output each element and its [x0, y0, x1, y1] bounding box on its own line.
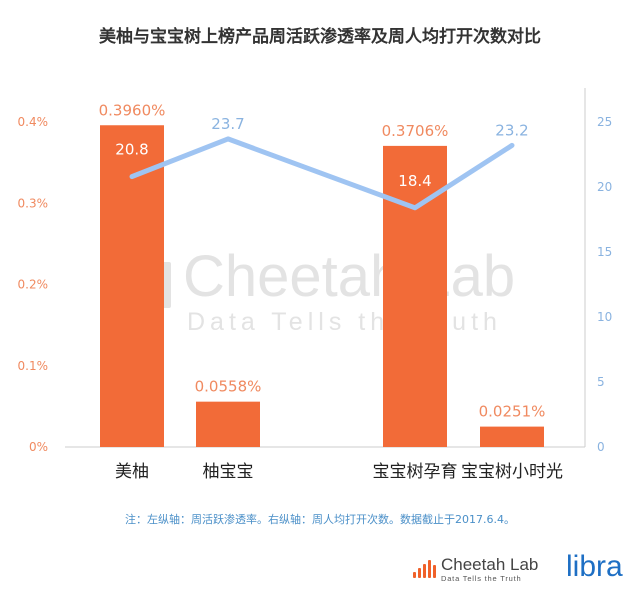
watermark-tagline: Data Tells the Truth [187, 308, 502, 336]
line-labels: 20.8 23.7 18.4 23.2 [115, 115, 528, 190]
line-path [129, 136, 515, 211]
bar [196, 401, 260, 447]
footnote: 注：左纵轴：周活跃渗透率。右纵轴：周人均打开次数。数据截止于2017.6.4。 [125, 513, 515, 526]
bar-labels: 0.3960% 0.0558% 0.3706% 0.0251% [99, 101, 546, 420]
category-labels: 美柚 柚宝宝 宝宝树孕育 宝宝树小时光 [115, 462, 563, 482]
bar [100, 125, 164, 447]
left-tick-label: 0.4% [18, 115, 49, 129]
line-data-label: 23.7 [211, 115, 244, 133]
right-tick-label: 20 [597, 180, 612, 194]
right-axis-ticks: 0 5 10 15 20 25 [597, 115, 612, 454]
right-tick-label: 0 [597, 440, 605, 454]
bar-data-label: 0.3706% [382, 122, 449, 140]
right-tick-label: 15 [597, 245, 612, 259]
watermark-bar-4 [162, 262, 171, 308]
watermark-name: Cheetah Lab [183, 244, 515, 309]
footer-logo-name: Cheetah Lab [441, 555, 539, 574]
right-tick-label: 25 [597, 115, 612, 129]
bar-data-label: 0.3960% [99, 101, 166, 119]
cheetah-logo-icon [413, 560, 436, 579]
watermark: Cheetah Lab Data Tells the Truth [110, 240, 515, 336]
footer-logo-tagline: Data Tells the Truth [441, 574, 522, 583]
category-label: 柚宝宝 [203, 462, 254, 482]
left-tick-label: 0.3% [18, 196, 49, 210]
category-label: 宝宝树小时光 [461, 462, 563, 482]
line-data-label: 20.8 [115, 141, 148, 159]
right-tick-label: 5 [597, 375, 605, 389]
line-series [129, 136, 515, 211]
left-tick-label: 0.2% [18, 278, 49, 292]
left-tick-label: 0% [29, 440, 48, 454]
bar [480, 426, 544, 447]
line-data-label: 23.2 [495, 121, 528, 139]
left-tick-label: 0.1% [18, 359, 49, 373]
left-axis-ticks: 0% 0.1% 0.2% 0.3% 0.4% [18, 115, 49, 454]
chart-area: Cheetah Lab Data Tells the Truth 0%0.1%0… [18, 88, 612, 482]
line-data-label: 18.4 [398, 172, 431, 190]
right-tick-label: 10 [597, 310, 612, 324]
libra-brand: libra [566, 550, 623, 583]
chart-title: 美柚与宝宝树上榜产品周活跃渗透率及周人均打开次数对比 [99, 27, 541, 47]
footer-logo: Cheetah Lab Data Tells the Truth [413, 556, 538, 583]
bar-data-label: 0.0558% [195, 378, 262, 396]
category-label: 宝宝树孕育 [373, 462, 458, 482]
category-label: 美柚 [115, 462, 149, 482]
bar-data-label: 0.0251% [479, 403, 546, 421]
